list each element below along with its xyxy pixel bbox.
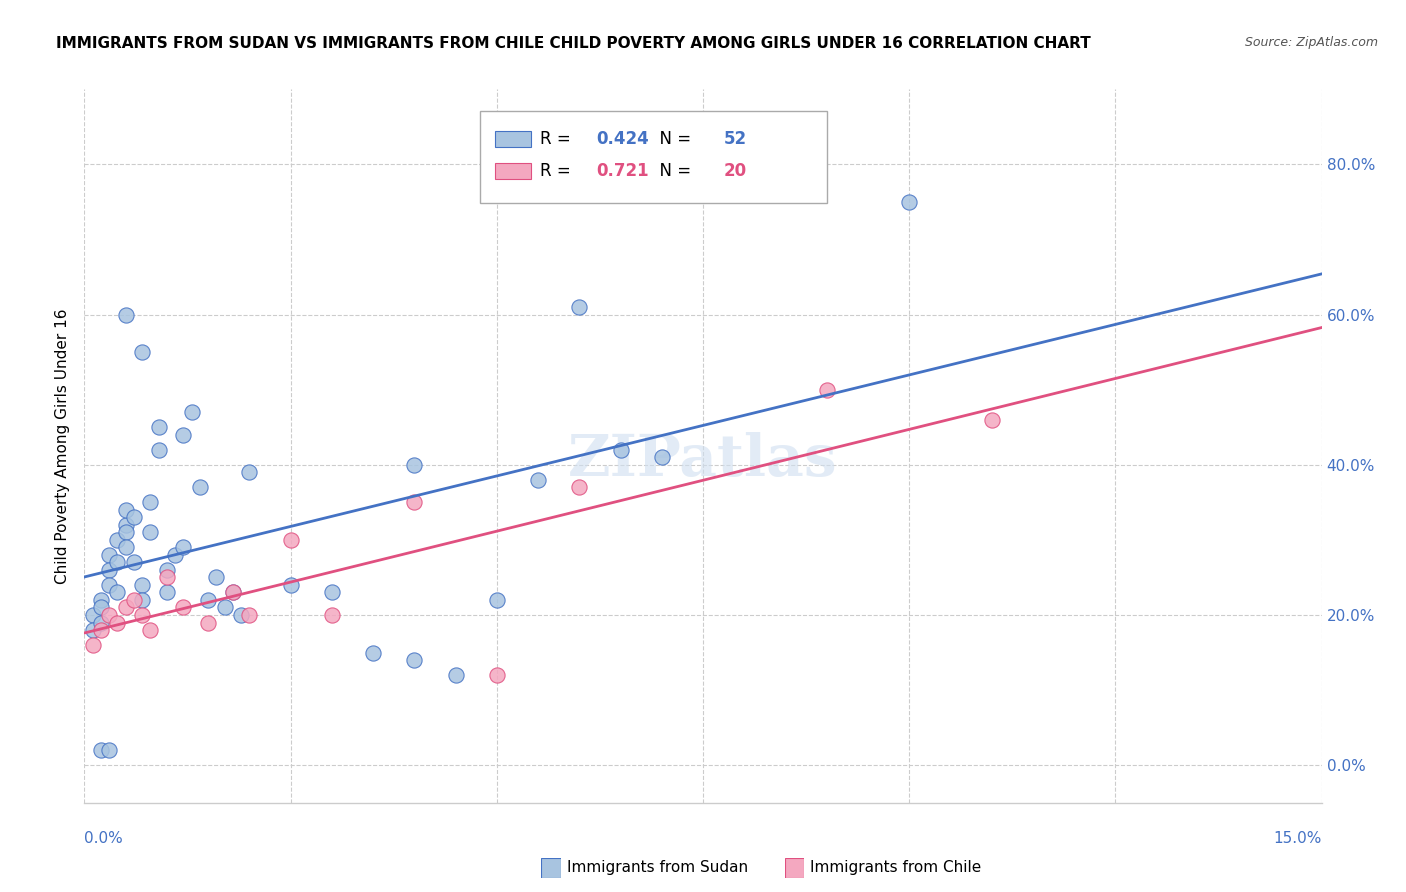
Point bbox=[122, 593, 145, 607]
Text: IMMIGRANTS FROM SUDAN VS IMMIGRANTS FROM CHILE CHILD POVERTY AMONG GIRLS UNDER 1: IMMIGRANTS FROM SUDAN VS IMMIGRANTS FROM… bbox=[56, 36, 1091, 51]
Point bbox=[898, 194, 921, 209]
Point bbox=[485, 668, 508, 682]
Point bbox=[105, 556, 128, 570]
Text: 0.721: 0.721 bbox=[596, 162, 648, 180]
Point bbox=[139, 495, 162, 509]
Point bbox=[90, 743, 112, 757]
Point bbox=[321, 607, 343, 622]
Point bbox=[82, 638, 104, 652]
Point bbox=[361, 646, 384, 660]
Point bbox=[114, 541, 136, 555]
Text: N =: N = bbox=[650, 162, 697, 180]
Point bbox=[651, 450, 673, 465]
Text: Immigrants from Chile: Immigrants from Chile bbox=[810, 861, 981, 875]
Point bbox=[90, 600, 112, 615]
Point bbox=[148, 420, 170, 434]
Point bbox=[90, 593, 112, 607]
Text: Source: ZipAtlas.com: Source: ZipAtlas.com bbox=[1244, 36, 1378, 49]
Text: R =: R = bbox=[540, 162, 582, 180]
Point bbox=[444, 668, 467, 682]
FancyBboxPatch shape bbox=[481, 111, 827, 203]
Point bbox=[568, 300, 591, 314]
Point bbox=[980, 413, 1002, 427]
Text: 52: 52 bbox=[724, 130, 747, 148]
Point bbox=[131, 578, 153, 592]
Point bbox=[156, 563, 179, 577]
Point bbox=[114, 503, 136, 517]
Point bbox=[197, 593, 219, 607]
Point bbox=[98, 607, 121, 622]
Point bbox=[82, 607, 104, 622]
Point bbox=[205, 570, 228, 584]
Point bbox=[98, 548, 121, 562]
Text: 0.424: 0.424 bbox=[596, 130, 648, 148]
Text: 15.0%: 15.0% bbox=[1274, 831, 1322, 847]
Point bbox=[131, 593, 153, 607]
Point bbox=[222, 585, 245, 599]
Point bbox=[568, 480, 591, 494]
Bar bbox=[495, 163, 530, 179]
Point bbox=[156, 570, 179, 584]
Point bbox=[404, 458, 426, 472]
Point bbox=[105, 585, 128, 599]
Point bbox=[90, 623, 112, 637]
Y-axis label: Child Poverty Among Girls Under 16: Child Poverty Among Girls Under 16 bbox=[55, 309, 70, 583]
Point bbox=[139, 623, 162, 637]
Point bbox=[139, 525, 162, 540]
Point bbox=[98, 578, 121, 592]
Point bbox=[214, 600, 236, 615]
Text: 0.0%: 0.0% bbox=[84, 831, 124, 847]
Point bbox=[527, 473, 550, 487]
Point bbox=[105, 533, 128, 547]
Point bbox=[172, 427, 194, 442]
Point bbox=[114, 308, 136, 322]
Point bbox=[180, 405, 202, 419]
Text: Immigrants from Sudan: Immigrants from Sudan bbox=[567, 861, 748, 875]
Point bbox=[122, 556, 145, 570]
Text: N =: N = bbox=[650, 130, 697, 148]
Point bbox=[815, 383, 838, 397]
Point bbox=[222, 585, 245, 599]
Point bbox=[280, 578, 302, 592]
Point bbox=[82, 623, 104, 637]
Point bbox=[148, 442, 170, 457]
Point bbox=[229, 607, 252, 622]
Point bbox=[238, 607, 260, 622]
Text: ZIPatlas: ZIPatlas bbox=[568, 433, 838, 488]
Text: R =: R = bbox=[540, 130, 576, 148]
Point bbox=[105, 615, 128, 630]
Point bbox=[172, 600, 194, 615]
Point bbox=[114, 517, 136, 532]
Point bbox=[114, 600, 136, 615]
Point bbox=[188, 480, 211, 494]
Point bbox=[122, 510, 145, 524]
Point bbox=[485, 593, 508, 607]
Point bbox=[114, 525, 136, 540]
Point bbox=[609, 442, 631, 457]
Point bbox=[98, 563, 121, 577]
Text: 20: 20 bbox=[724, 162, 747, 180]
Point bbox=[404, 495, 426, 509]
Point bbox=[197, 615, 219, 630]
Point bbox=[172, 541, 194, 555]
Point bbox=[280, 533, 302, 547]
Point bbox=[165, 548, 187, 562]
Point bbox=[98, 743, 121, 757]
Point bbox=[238, 465, 260, 479]
Point bbox=[131, 607, 153, 622]
Point bbox=[90, 615, 112, 630]
Point bbox=[131, 345, 153, 359]
Point bbox=[321, 585, 343, 599]
Point bbox=[404, 653, 426, 667]
Bar bbox=[495, 131, 530, 147]
Point bbox=[156, 585, 179, 599]
